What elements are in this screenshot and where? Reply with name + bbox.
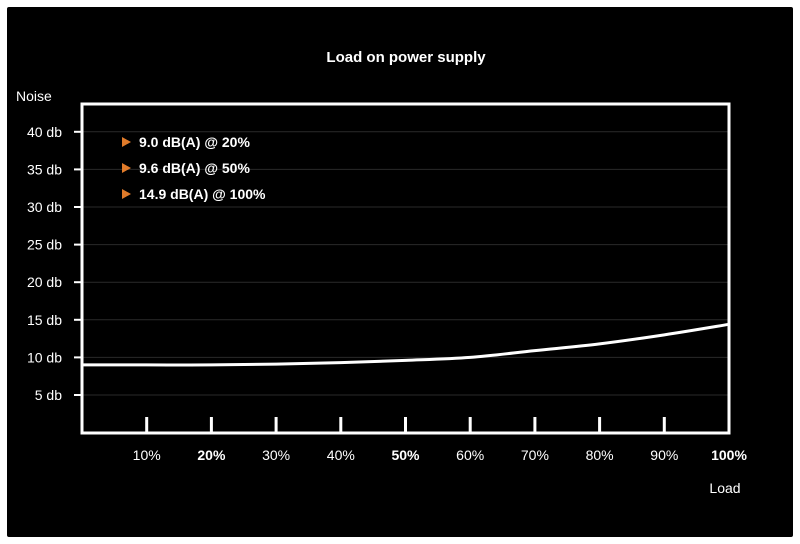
series-line-0 — [80, 322, 731, 367]
x-tick-label-60: 60% — [456, 447, 484, 463]
annotation-text-2: 14.9 dB(A) @ 100% — [139, 186, 266, 202]
chart-frame — [7, 7, 793, 537]
x-tick-label-40: 40% — [327, 447, 355, 463]
annotation-text-1: 9.6 dB(A) @ 50% — [139, 160, 250, 176]
series-layer — [80, 322, 731, 367]
x-tick-label-100: 100% — [711, 447, 747, 463]
x-tick-label-20: 20% — [197, 447, 226, 463]
y-axis-label: Noise — [16, 88, 52, 104]
grid-lines — [82, 131, 729, 396]
plot-frame — [80, 102, 731, 435]
y-tick-label-35: 35 db — [27, 161, 62, 177]
x-tick-label-90: 90% — [650, 447, 678, 463]
x-tick-label-80: 80% — [586, 447, 614, 463]
y-tick-label-25: 25 db — [27, 237, 62, 253]
x-tick-label-30: 30% — [262, 447, 290, 463]
y-tick-label-40: 40 db — [27, 124, 62, 140]
x-tick-label-10: 10% — [133, 447, 161, 463]
annotation-text-0: 9.0 dB(A) @ 20% — [139, 134, 250, 150]
y-tick-label-10: 10 db — [27, 349, 62, 365]
x-tick-label-70: 70% — [521, 447, 549, 463]
y-tick-label-15: 15 db — [27, 312, 62, 328]
chart-title: Load on power supply — [326, 49, 486, 66]
y-tick-label-5: 5 db — [35, 387, 62, 403]
y-tick-labels: 5 db 10 db 15 db 20 db 25 db 30 db 35 db 40 db — [27, 124, 82, 403]
annotation-marker-0 — [122, 137, 131, 147]
annotation-marker-1 — [122, 163, 131, 173]
y-tick-label-20: 20 db — [27, 274, 62, 290]
annotation-marker-2 — [122, 189, 131, 199]
annotations: 9.0 dB(A) @ 20% 9.6 dB(A) @ 50% 14.9 dB(A)… — [122, 134, 266, 202]
y-tick-label-30: 30 db — [27, 199, 62, 215]
x-axis-label: Load — [709, 480, 740, 496]
x-ticks: 10% 20% 30% 40% 50% 60% 70% 80% 90% 100% — [133, 417, 747, 463]
x-tick-label-50: 50% — [391, 447, 420, 463]
